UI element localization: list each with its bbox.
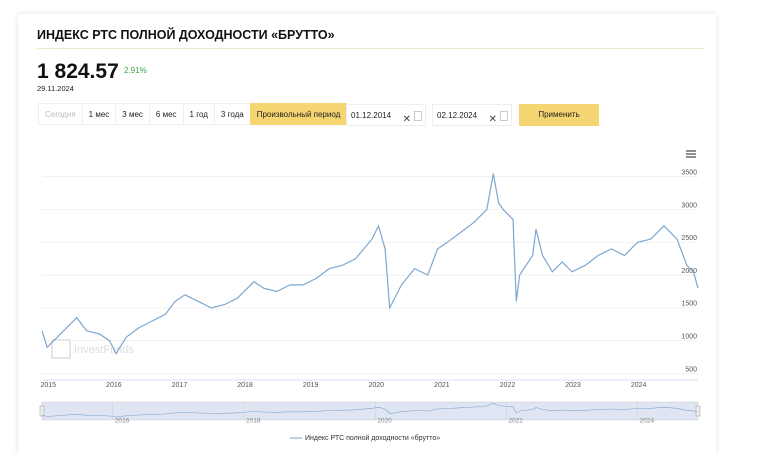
period-buttons: Сегодня 1 мес 3 мес 6 мес 1 год 3 года Произво… — [38, 103, 348, 125]
x-tick-label: 2021 — [434, 382, 450, 389]
navigator-handle[interactable] — [695, 405, 701, 417]
clear[interactable]: ✕ — [402, 114, 411, 125]
card — [18, 14, 716, 454]
x-tick-label: 2023 — [565, 382, 581, 389]
y-tick-label: 3500 — [681, 170, 697, 177]
navigator-tick-label: 2020 — [377, 418, 392, 425]
series-line — [41, 173, 699, 356]
x-tick-label: 2017 — [172, 382, 188, 389]
date-from-text: 01.12.2014 — [351, 111, 392, 120]
apply-button[interactable]: Применить — [519, 104, 599, 126]
date-from[interactable]: 01.12.2014 ✕ — [346, 104, 426, 126]
x-tick-label: 2019 — [303, 382, 319, 389]
calendar[interactable] — [414, 111, 422, 121]
period-button[interactable]: 1 год — [182, 103, 215, 125]
date-to[interactable]: 02.12.2024 ✕ — [432, 104, 512, 126]
navigator-tick-label: 2018 — [246, 418, 261, 425]
period-button[interactable]: 6 мес — [148, 103, 184, 125]
chart-title: ИНДЕКС РТС ПОЛНОЙ ДОХОДНОСТИ «БРУТТО» — [37, 28, 335, 42]
watermark-logo — [51, 339, 71, 359]
date-to-text: 02.12.2024 — [437, 111, 478, 120]
change: 2.91% — [124, 66, 147, 75]
period-button[interactable]: 3 мес — [115, 103, 150, 125]
y-tick-label: 1500 — [681, 301, 697, 308]
x-tick-label: 2022 — [500, 382, 516, 389]
y-tick-label: 500 — [685, 366, 697, 373]
x-tick-label: 2024 — [631, 382, 647, 389]
y-tick-label: 1000 — [681, 334, 697, 341]
legend-label[interactable]: Индекс РТС полной доходности «брутто» — [305, 434, 440, 442]
x-tick-label: 2015 — [40, 382, 56, 389]
y-tick-label: 2500 — [681, 235, 697, 242]
calendar[interactable] — [500, 111, 508, 121]
page: ИНДЕКС РТС ПОЛНОЙ ДОХОДНОСТИ «БРУТТО» 1 … — [37, 28, 704, 442]
y-tick-label: 3000 — [681, 202, 697, 209]
period-button[interactable]: Произвольный период — [249, 103, 348, 125]
clear[interactable]: ✕ — [488, 114, 497, 125]
navigator-tick-label: 2022 — [508, 418, 523, 425]
navigator[interactable] — [41, 401, 699, 421]
y-tick-label: 2000 — [681, 268, 697, 275]
navigator-tick-label: 2024 — [640, 418, 655, 425]
navigator-tick-label: 2016 — [115, 418, 130, 425]
period-button[interactable]: 1 мес — [81, 103, 117, 125]
navigator-handle[interactable] — [39, 405, 45, 417]
period-button[interactable]: Сегодня — [38, 103, 83, 125]
x-tick-label: 2020 — [368, 382, 384, 389]
rule — [37, 48, 704, 49]
watermark: InvestFunds — [74, 344, 134, 356]
x-tick-label: 2016 — [106, 382, 122, 389]
x-tick-label: 2018 — [237, 382, 253, 389]
navigator-line — [41, 402, 699, 418]
menu-icon[interactable] — [686, 150, 696, 158]
chart: InvestFunds Индекс РТС полной доходности… — [39, 150, 701, 442]
date: 29.11.2024 — [37, 84, 74, 93]
price: 1 824.57 — [37, 60, 119, 83]
period-button[interactable]: 3 года — [213, 103, 251, 125]
